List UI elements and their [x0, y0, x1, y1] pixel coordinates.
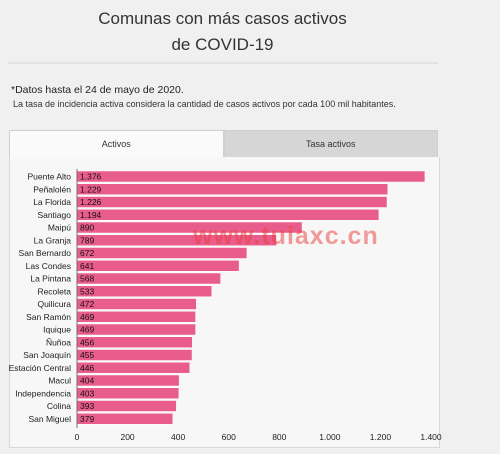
- value-label: 641: [80, 261, 94, 271]
- category-label: Ñuñoa: [46, 337, 71, 347]
- category-label: La Florida: [33, 197, 71, 207]
- value-label: 456: [80, 337, 94, 347]
- value-label: 379: [80, 414, 94, 424]
- bar: [76, 311, 196, 323]
- x-tick-label: 0: [75, 432, 80, 442]
- value-label: 672: [80, 248, 94, 258]
- rate-note: La tasa de incidencia activa considera l…: [13, 99, 396, 109]
- bar: [76, 196, 388, 208]
- x-tick-label: 800: [272, 432, 286, 442]
- value-label: 446: [80, 363, 94, 373]
- value-label: 890: [80, 223, 94, 233]
- value-label: 403: [80, 388, 94, 398]
- category-label: Las Condes: [26, 261, 71, 271]
- category-label: San Bernardo: [19, 248, 72, 258]
- value-label: 789: [80, 235, 94, 245]
- category-label: Peñalolén: [33, 184, 71, 194]
- x-tick-label: 1.000: [319, 432, 341, 442]
- tab-tasa-activos[interactable]: Tasa activos: [223, 130, 438, 158]
- date-note: *Datos hasta el 24 de mayo de 2020.: [11, 84, 184, 96]
- category-label: Puente Alto: [28, 172, 72, 182]
- category-label: San Joaquín: [23, 350, 71, 360]
- category-label: San Miguel: [28, 414, 71, 424]
- value-label: 1.229: [80, 184, 102, 194]
- value-label: 469: [80, 312, 94, 322]
- category-label: La Pintana: [30, 274, 71, 284]
- bar: [76, 183, 389, 195]
- value-label: 533: [80, 286, 94, 296]
- category-label: Estación Central: [9, 363, 71, 373]
- value-label: 469: [80, 325, 94, 335]
- category-label: Macul: [48, 376, 71, 386]
- x-tick-label: 200: [120, 432, 134, 442]
- chart-title: Comunas con más casos activos de COVID-1…: [0, 6, 445, 58]
- title-divider: [8, 62, 438, 64]
- category-label: Independencia: [15, 388, 71, 398]
- tab-activos[interactable]: Activos: [9, 130, 224, 158]
- x-tick-label: 600: [222, 432, 236, 442]
- value-label: 393: [80, 401, 94, 411]
- bar: [76, 272, 221, 285]
- category-label: Quilicura: [37, 299, 71, 309]
- category-label: Colina: [47, 401, 71, 411]
- value-label: 404: [80, 376, 94, 386]
- value-label: 472: [80, 299, 94, 309]
- category-label: Recoleta: [37, 286, 71, 296]
- category-label: Santiago: [37, 210, 71, 220]
- watermark-text: www.tuiaxc.cn: [193, 222, 379, 250]
- x-tick-label: 1.200: [370, 432, 392, 442]
- bar: [76, 336, 193, 348]
- bar: [76, 170, 426, 183]
- category-label: Maipú: [48, 223, 71, 233]
- value-label: 1.194: [80, 210, 102, 220]
- value-label: 455: [80, 350, 94, 360]
- tab-bar: Activos Tasa activos: [9, 130, 438, 158]
- bar: [76, 260, 240, 272]
- x-tick-label: 1.400: [420, 432, 442, 442]
- category-label: La Granja: [34, 235, 72, 245]
- x-tick-label: 400: [171, 432, 185, 442]
- category-label: Iquique: [43, 325, 71, 335]
- title-line-1: Comunas con más casos activos: [98, 9, 347, 28]
- value-label: 1.376: [80, 172, 102, 182]
- value-label: 568: [80, 274, 94, 284]
- bar: [76, 298, 197, 310]
- category-label: San Ramón: [26, 312, 71, 322]
- value-label: 1.226: [80, 197, 102, 207]
- bar: [76, 285, 213, 297]
- title-line-2: de COVID-19: [171, 35, 274, 54]
- bar: [76, 349, 193, 361]
- bar: [76, 323, 196, 336]
- bar: [76, 209, 380, 221]
